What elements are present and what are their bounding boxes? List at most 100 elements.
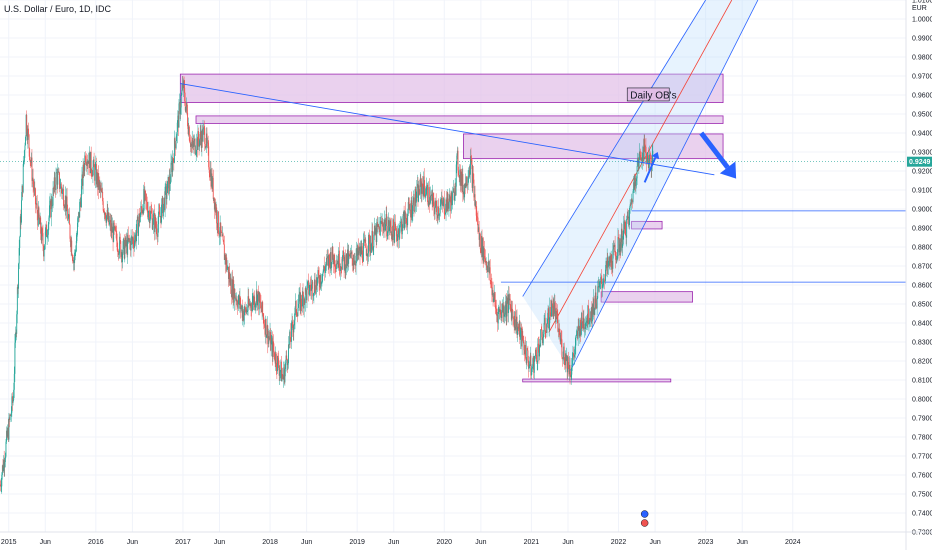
y-tick-label: 0.9000 — [912, 207, 932, 214]
y-tick-label: 0.8500 — [912, 302, 932, 309]
candle-body — [286, 356, 287, 360]
candle-body — [589, 324, 590, 325]
candle-body — [588, 305, 589, 324]
candle-body — [51, 199, 52, 206]
candle-body — [204, 127, 205, 128]
y-tick-label: 0.8600 — [912, 283, 932, 290]
event-marker-icon[interactable] — [641, 520, 648, 527]
candle-body — [15, 333, 16, 343]
candle-body — [171, 163, 172, 182]
candle-body — [389, 227, 390, 231]
candle-body — [189, 127, 190, 141]
candle-body — [536, 355, 537, 362]
candle-body — [557, 311, 558, 313]
candle-body — [647, 158, 648, 163]
candle-body — [545, 318, 546, 332]
event-marker-icon[interactable] — [641, 511, 648, 518]
candle-body — [323, 272, 324, 274]
candle-body — [493, 299, 494, 302]
y-tick-label: 1.0000 — [912, 17, 932, 24]
y-tick-label: 0.7900 — [912, 416, 932, 423]
candle-body — [84, 170, 85, 171]
candle-body — [525, 345, 526, 359]
candle-body — [11, 413, 12, 416]
candle-body — [170, 182, 171, 184]
candle-body — [552, 301, 553, 304]
candle-body — [426, 187, 427, 195]
candle-body — [529, 366, 530, 369]
candle-body — [537, 344, 538, 362]
candle-body — [298, 304, 299, 308]
candle-body — [422, 183, 423, 186]
candle-body — [458, 171, 459, 176]
candle-body — [24, 150, 25, 161]
candle-body — [223, 240, 224, 244]
candle-body — [264, 324, 265, 325]
candle-body — [216, 207, 217, 223]
candle-body — [325, 265, 326, 267]
x-tick-label: 2018 — [262, 539, 278, 546]
candle-body — [208, 143, 209, 147]
ob-zone[interactable] — [523, 379, 671, 382]
candle-body — [342, 259, 343, 269]
candle-body — [29, 148, 30, 160]
candle-body — [611, 254, 612, 267]
candle-body — [424, 176, 425, 187]
candle-body — [61, 184, 62, 189]
x-tick-label: Jun — [214, 539, 225, 546]
candle-body — [293, 325, 294, 332]
candle-body — [541, 329, 542, 337]
candle-body — [266, 319, 267, 338]
candle-body — [172, 159, 173, 172]
candle-body — [86, 161, 87, 162]
candle-body — [179, 103, 180, 127]
candle-body — [288, 344, 289, 363]
x-tick-label: Jun — [562, 539, 573, 546]
x-tick-label: 2022 — [611, 539, 627, 546]
candle-body — [34, 188, 35, 189]
candle-body — [380, 221, 381, 235]
candle-body — [368, 253, 369, 256]
candle-body — [85, 155, 86, 161]
candle-body — [358, 251, 359, 255]
y-tick-label: 0.7500 — [912, 492, 932, 499]
candle-body — [10, 415, 11, 420]
candle-body — [318, 270, 319, 275]
ob-zone[interactable] — [601, 292, 692, 302]
candle-body — [487, 265, 488, 272]
candle-body — [325, 267, 326, 273]
candle-body — [103, 201, 104, 210]
candle-body — [638, 160, 639, 166]
candle-body — [581, 329, 582, 336]
candle-body — [57, 172, 58, 184]
candle-body — [402, 228, 403, 234]
candle-body — [430, 195, 431, 202]
candle-body — [373, 247, 374, 250]
x-tick-label: Jun — [127, 539, 138, 546]
candle-body — [617, 256, 618, 260]
candle-body — [151, 211, 152, 213]
candle-body — [563, 358, 564, 359]
candle-body — [612, 249, 613, 268]
candle-body — [515, 327, 516, 330]
candle-body — [14, 343, 15, 374]
candle-body — [317, 278, 318, 286]
candle-body — [17, 287, 18, 314]
candle-body — [471, 156, 472, 158]
candle-body — [23, 164, 24, 192]
candle-body — [468, 177, 469, 184]
candle-body — [618, 237, 619, 256]
candle-body — [120, 237, 121, 241]
candle-body — [354, 261, 355, 264]
candle-body — [523, 342, 524, 350]
y-tick-label: 0.7800 — [912, 435, 932, 442]
candle-body — [397, 234, 398, 241]
candle-body — [63, 189, 64, 206]
candle-body — [594, 308, 595, 314]
candle-body — [604, 279, 605, 281]
candle-body — [238, 301, 239, 309]
candle-body — [252, 303, 253, 311]
candle-body — [595, 293, 596, 304]
